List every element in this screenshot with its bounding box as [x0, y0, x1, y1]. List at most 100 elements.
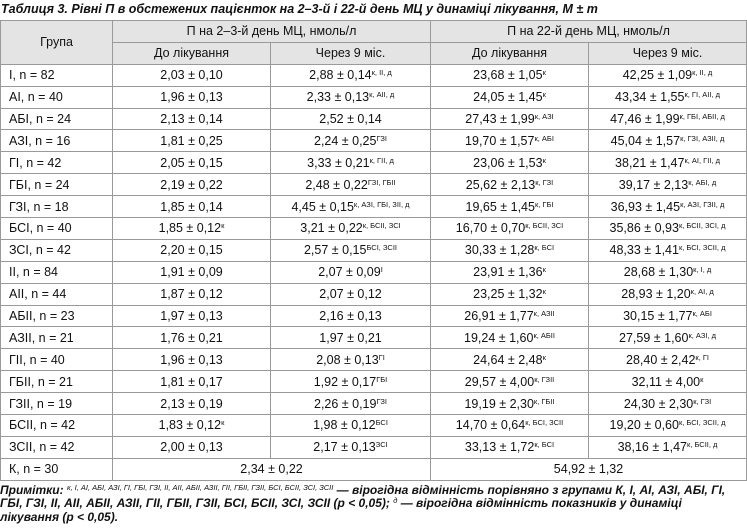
- cell-mark: к, АБІІ: [533, 330, 555, 340]
- cell-mark: к, АЗІ, ГБІ, ЗІІ, д: [353, 199, 410, 209]
- cell-mark: к, ГІІ, д: [369, 155, 394, 165]
- table-row: ГЗІІ, n = 19 2,13 ± 0,19 2,26 ± 0,19ГЗІ 19,…: [0, 392, 747, 416]
- cell-mark: к, АЗІ, д: [688, 330, 716, 340]
- cell-value: 2,48 ± 0,22: [305, 177, 368, 192]
- cell-mark: к, ІІ, д: [371, 68, 392, 78]
- cell-value: 2,19 ± 0,22: [160, 177, 223, 192]
- cell-value: 1,76 ± 0,21: [160, 330, 223, 345]
- cell-mark: к, АІ, ГІІ, д: [684, 155, 720, 165]
- cell-mark: к, ГІ: [695, 352, 710, 362]
- value-cell: 2,05 ± 0,15: [112, 151, 271, 175]
- cell-value: 2,13 ± 0,19: [160, 396, 223, 411]
- value-cell: 24,64 ± 2,48к: [430, 348, 589, 372]
- header-cell: Через 9 міс.: [270, 41, 431, 65]
- cell-mark: к, АІІ, д: [369, 90, 395, 100]
- cell-mark: к, АБІ: [534, 133, 554, 143]
- table-row: АБІ, n = 24 2,13 ± 0,14 2,52 ± 0,14 27,43 ±…: [0, 107, 747, 131]
- value-cell: 43,34 ± 1,55к, ГІ, АІІ, д: [587, 85, 747, 109]
- cell-value: 2,00 ± 0,13: [160, 440, 223, 455]
- value-cell: 24,05 ± 1,45к: [430, 85, 589, 109]
- cell-value: 47,46 ± 1,99: [610, 112, 680, 126]
- cell-mark: к, БСІ, ЗСІІ, д: [678, 418, 726, 428]
- cell-value: 16,70 ± 0,70: [455, 221, 526, 236]
- value-cell: 14,70 ± 0,64к, БСІ, ЗСІІ: [430, 414, 589, 437]
- table-row: ІІ, n = 84 1,91 ± 0,09 2,07 ± 0,09І 23,91 ±…: [0, 260, 747, 284]
- cell-value: 19,65 ± 1,45: [465, 199, 535, 214]
- cell-value: 45,04 ± 1,57: [610, 133, 681, 148]
- cell-value: 27,59 ± 1,60: [619, 330, 689, 345]
- value-cell: 1,91 ± 0,09: [112, 260, 271, 284]
- table-row: ГБІІ, n = 21 1,81 ± 0,17 1,92 ± 0,17ГБІ 29,…: [0, 370, 747, 394]
- value-cell: 2,13 ± 0,19: [112, 392, 271, 416]
- value-cell: 28,93 ± 1,20к, АІ, д: [587, 282, 747, 306]
- value-cell: 2,57 ± 0,15БСІ, ЗСІІ: [270, 238, 431, 262]
- table-row: БСІ, n = 40 1,85 ± 0,12к 3,21 ± 0,22к, БСІ…: [0, 217, 747, 240]
- cell-value: 2,57 ± 0,15: [303, 243, 367, 258]
- table-row: АЗІ, n = 16 1,81 ± 0,25 2,24 ± 0,25ГЗІ 19,7…: [0, 129, 747, 153]
- cell-mark: ГІ: [378, 352, 385, 362]
- value-cell: 1,98 ± 0,12БСІ: [270, 414, 431, 437]
- cell-value: 54,92 ± 1,32: [553, 462, 624, 477]
- value-cell: 47,46 ± 1,99к, ГБІ, АБІІ, д: [587, 107, 747, 131]
- header-cell: Через 9 міс.: [587, 41, 747, 65]
- value-cell: 2,17 ± 0,13ЗСІ: [270, 435, 431, 459]
- cell-mark: к, ГЗІ: [693, 396, 712, 406]
- value-cell: 19,65 ± 1,45к, ГБІ: [430, 195, 589, 219]
- group-cell: ЗСІ, n = 42: [0, 238, 113, 262]
- cell-mark: к, АБІ: [692, 309, 712, 319]
- value-cell: 2,07 ± 0,09І: [270, 260, 431, 284]
- value-cell: 32,11 ± 4,00к: [587, 370, 747, 394]
- cell-mark: к, БСІІ, ЗСІ: [362, 221, 401, 231]
- value-cell: 1,85 ± 0,14: [112, 195, 271, 219]
- value-cell: 16,70 ± 0,70к, БСІІ, ЗСІ: [430, 217, 589, 240]
- cell-value: 2,34 ± 0,22: [240, 462, 303, 477]
- cell-value: 36,93 ± 1,45: [610, 199, 681, 214]
- cell-value: 2,16 ± 0,13: [319, 309, 382, 324]
- value-cell: 2,52 ± 0,14: [270, 107, 431, 131]
- cell-value: 1,96 ± 0,13: [160, 90, 223, 105]
- cell-value: 14,70 ± 0,64: [455, 418, 526, 433]
- value-cell: 2,33 ± 0,13к, АІІ, д: [270, 85, 431, 109]
- cell-value: 38,21 ± 1,47: [615, 155, 685, 170]
- cell-value: 3,33 ± 0,21: [307, 155, 370, 170]
- value-cell: 33,13 ± 1,72к, БСІ: [430, 435, 589, 459]
- cell-value: 32,11 ± 4,00: [631, 374, 701, 389]
- value-cell: 1,83 ± 0,12к: [112, 414, 271, 437]
- value-cell: 2,24 ± 0,25ГЗІ: [270, 129, 431, 153]
- cell-value: 24,64 ± 2,48: [473, 352, 543, 367]
- cell-mark: к, БСІ, ЗСІІ: [525, 418, 564, 428]
- value-cell: 1,96 ± 0,13: [112, 85, 271, 109]
- cell-value: 23,06 ± 1,53: [473, 155, 543, 170]
- value-cell: 1,92 ± 0,17ГБІ: [270, 370, 431, 394]
- cell-mark: к: [542, 155, 546, 165]
- cell-value: 1,97 ± 0,13: [160, 309, 223, 324]
- value-cell: 36,93 ± 1,45к, АЗІ, ГЗІІ, д: [587, 195, 747, 219]
- cell-value: 1,87 ± 0,12: [160, 287, 223, 302]
- table-row: БСІІ, n = 42 1,83 ± 0,12к 1,98 ± 0,12БСІ 14…: [0, 414, 747, 437]
- table-row: АІ, n = 40 1,96 ± 0,13 2,33 ± 0,13к, АІІ, …: [0, 85, 747, 109]
- cell-value: 42,25 ± 1,09: [622, 68, 693, 83]
- cell-mark: к: [542, 352, 546, 362]
- group-cell: АІІ, n = 44: [0, 282, 113, 306]
- value-cell: 19,70 ± 1,57к, АБІ: [430, 129, 589, 153]
- value-cell: 1,97 ± 0,21: [270, 326, 431, 350]
- group-cell: ЗСІІ, n = 42: [0, 435, 113, 459]
- value-cell: 26,91 ± 1,77к, АЗІІ: [430, 304, 589, 328]
- cell-value: 2,52 ± 0,14: [319, 112, 382, 126]
- cell-value: 2,07 ± 0,09: [318, 265, 381, 280]
- table-row: ГІ, n = 42 2,05 ± 0,15 3,33 ± 0,21к, ГІІ, …: [0, 151, 747, 175]
- value-cell: 19,24 ± 1,60к, АБІІ: [430, 326, 589, 350]
- group-cell: ГІІ, n = 40: [0, 348, 113, 372]
- group-cell: АБІІ, n = 23: [0, 304, 113, 328]
- header-cell: До лікування: [430, 41, 589, 65]
- cell-value: 2,03 ± 0,10: [160, 68, 223, 83]
- cell-mark: к: [700, 374, 704, 384]
- cell-value: 28,40 ± 2,42: [626, 352, 696, 367]
- value-cell: 2,13 ± 0,14: [112, 107, 271, 131]
- cell-value: 1,81 ± 0,25: [160, 133, 223, 148]
- cell-mark: ГБІ: [376, 374, 388, 384]
- value-cell: 2,20 ± 0,15: [112, 238, 271, 262]
- cell-mark: к: [221, 418, 225, 428]
- cell-value: 2,20 ± 0,15: [160, 243, 223, 258]
